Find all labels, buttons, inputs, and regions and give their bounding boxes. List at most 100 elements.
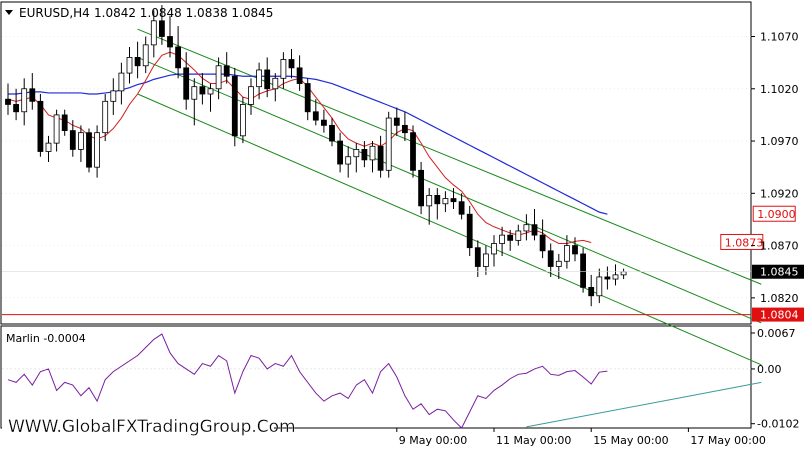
candle-body: [37, 100, 44, 152]
candle-body: [564, 245, 570, 262]
ohlc-label: 1.0842 1.0848 1.0838 1.0845: [94, 6, 273, 20]
candle-body: [426, 195, 433, 207]
marlin-tick-label: 0.00: [757, 363, 782, 376]
candle-body: [329, 124, 335, 142]
candle-body: [345, 156, 352, 165]
candle-body: [280, 59, 287, 79]
candle-body: [377, 145, 384, 171]
current-price-box: [752, 264, 804, 279]
candle-body: [588, 287, 595, 297]
candle-body: [215, 65, 222, 90]
candle-body: [199, 86, 206, 95]
candle-body: [45, 142, 52, 152]
candle-body: [385, 117, 392, 171]
candle-body: [231, 75, 238, 137]
candle-body: [596, 276, 603, 297]
candle-body: [612, 274, 619, 280]
candle-body: [337, 140, 344, 165]
candle-body: [401, 124, 408, 134]
candle-body: [491, 243, 497, 255]
time-tick-label: 15 May 00:00: [593, 434, 668, 447]
price-channel: [137, 28, 762, 366]
candle-body: [13, 104, 20, 113]
candle-body: [78, 132, 84, 150]
candle-body: [507, 234, 514, 241]
candle-body: [86, 132, 92, 168]
candle-body: [434, 195, 441, 205]
candle-body: [69, 130, 76, 150]
candle-body: [110, 90, 117, 102]
price-tick-label: 1.1070: [760, 31, 799, 44]
candle-body: [304, 83, 311, 113]
price-panel-frame: [0, 1, 752, 325]
candle-body: [272, 77, 279, 90]
candle-body: [53, 114, 60, 144]
candle-body: [515, 230, 522, 241]
candle-body: [482, 253, 489, 267]
divergence-line: [526, 381, 762, 428]
collapse-triangle-icon[interactable]: [5, 10, 13, 15]
candle-body: [555, 260, 562, 267]
candle-body: [442, 198, 449, 205]
candle-body: [150, 20, 157, 46]
candle-body: [369, 145, 376, 161]
price-tick-label: 1.0820: [760, 292, 799, 305]
indicator-label: Marlin -0.0004: [6, 332, 86, 345]
price-tick-label: 1.1020: [760, 83, 799, 96]
candle-body: [547, 250, 554, 267]
annotation-label: 1.0900: [757, 208, 796, 221]
candle-body: [620, 271, 627, 276]
candle-body: [207, 88, 214, 95]
time-tick-label: 11 May 00:00: [496, 434, 571, 447]
time-tick-label: 17 May 00:00: [690, 434, 765, 447]
marlin-line: [7, 333, 608, 429]
candle-body: [296, 67, 303, 84]
candle-body: [572, 245, 578, 255]
candle-body: [499, 234, 506, 244]
marlin-tick-label: -0.0102: [757, 418, 799, 431]
candle-body: [239, 104, 246, 137]
candle-body: [118, 72, 125, 92]
marlin-tick-label: 0.0067: [757, 327, 796, 340]
candle-body: [531, 224, 538, 236]
candle-body: [191, 86, 198, 100]
candle-body: [223, 65, 230, 77]
candle-body: [466, 213, 473, 249]
price-tick-label: 1.0870: [760, 240, 799, 253]
candlesticks: [5, 5, 627, 307]
price-tick-label: 1.0970: [760, 135, 799, 148]
candle-body: [312, 111, 319, 121]
candle-body: [264, 69, 271, 90]
candle-body: [102, 100, 109, 134]
candle-body: [175, 46, 182, 69]
annotation-box: [752, 205, 796, 222]
time-axis: 9 May 00:00 11 May 00:00 15 May 00:00 17 Ma…: [396, 428, 766, 447]
support-level-box: [752, 307, 804, 322]
candle-body: [393, 117, 400, 126]
watermark-text: WWW.GlobalFXTradingGroup.Com: [8, 417, 296, 437]
candle-body: [94, 132, 100, 168]
candle-body: [158, 20, 165, 37]
candle-body: [523, 224, 530, 232]
symbol-label: EURUSD,H4: [19, 6, 90, 20]
candle-body: [474, 247, 481, 267]
candle-body: [458, 201, 465, 215]
candle-body: [450, 198, 457, 203]
current-price-label: 1.0845: [760, 266, 799, 279]
time-tick-label: 9 May 00:00: [399, 434, 467, 447]
candle-body: [183, 67, 190, 100]
channel-line-upper: [137, 28, 762, 285]
candle-body: [134, 57, 141, 67]
candle-body: [126, 57, 133, 74]
price-levels: 1.0804 1.0845 1.0900 1.0873: [2, 205, 804, 322]
candle-body: [167, 36, 173, 48]
support-level-label: 1.0804: [760, 309, 799, 322]
candle-body: [29, 88, 36, 102]
channel-line-lower: [137, 93, 762, 366]
marlin-indicator: 0.0067 0.00 -0.0102: [2, 327, 799, 431]
candle-body: [539, 234, 546, 252]
candle-body: [21, 88, 28, 113]
candle-body: [418, 169, 425, 207]
